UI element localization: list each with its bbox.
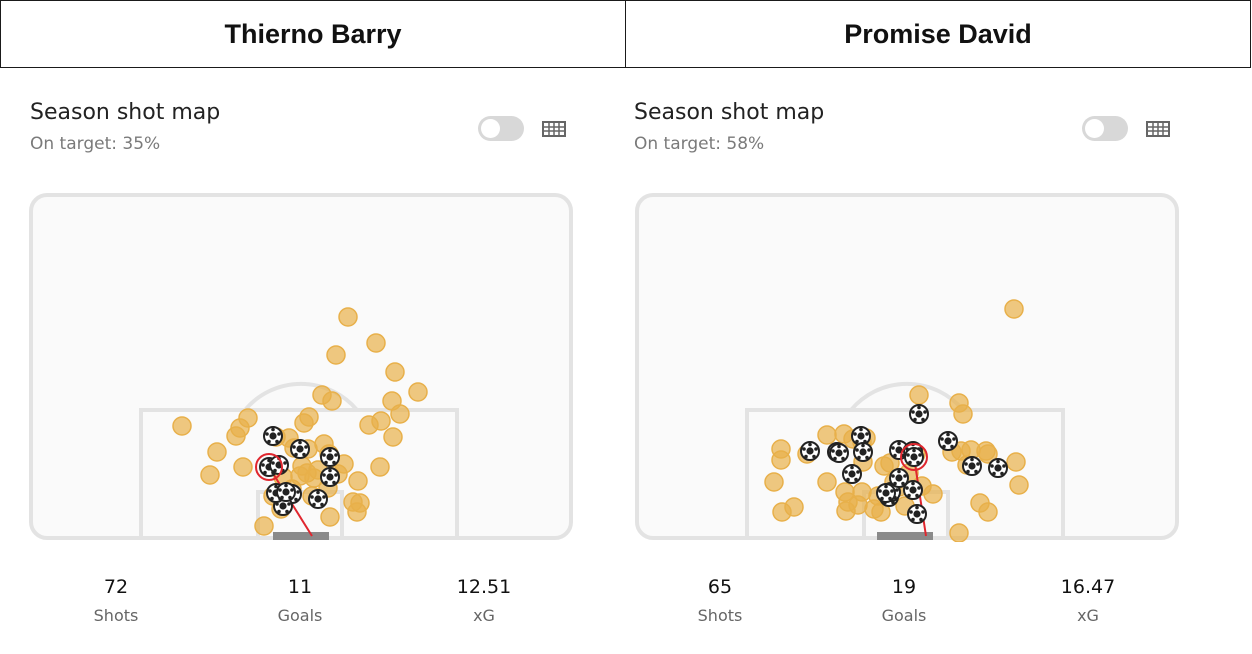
stat-value: 16.47 [1060,576,1116,598]
goal-ball-icon[interactable] [904,447,924,467]
shot-marker[interactable] [1009,475,1029,495]
shot-marker[interactable] [817,425,837,445]
goal-ball-icon[interactable] [290,439,310,459]
shot-marker[interactable] [836,501,856,521]
goal-ball-icon[interactable] [903,480,923,500]
goal-ball-icon[interactable] [889,468,909,488]
shot-marker[interactable] [909,385,929,405]
shot-marker[interactable] [978,502,998,522]
goal-ball-icon[interactable] [962,456,982,476]
selected-shot-ring [255,453,283,481]
shot-marker[interactable] [320,507,340,527]
view-toggle[interactable] [478,116,524,141]
goal-ball-icon[interactable] [876,483,896,503]
shot-marker[interactable] [226,426,246,446]
stats-row: 65 Shots 19 Goals 16.47 xG [604,576,1230,646]
panel-title: Season shot map [634,100,825,125]
shot-marker[interactable] [784,497,804,517]
stat-xg: 16.47 xG [1028,576,1148,625]
shot-marker[interactable] [348,471,368,491]
goal-ball-icon[interactable] [320,447,340,467]
player-name-left: Thierno Barry [224,18,402,49]
shot-marker[interactable] [366,333,386,353]
selected-shot-ring [900,443,928,471]
stat-label: xG [1077,606,1099,625]
shot-marker[interactable] [233,457,253,477]
shot-marker[interactable] [294,413,314,433]
stat-goals: 11 Goals [240,576,360,625]
stat-label: Goals [277,606,323,625]
goal-ball-icon[interactable] [938,431,958,451]
stat-label: Shots [697,606,743,625]
stat-xg: 12.51 xG [424,576,544,625]
stat-value: 11 [287,576,313,598]
player-name-right: Promise David [625,1,1250,67]
on-target-label: On target: 58% [634,134,765,154]
stat-label: xG [473,606,495,625]
shot-marker[interactable] [1006,452,1026,472]
stat-value: 72 [103,576,129,598]
stat-shots: 65 Shots [660,576,780,625]
shot-marker[interactable] [172,416,192,436]
on-target-label: On target: 35% [30,134,161,154]
toggle-knob [481,119,500,138]
view-toggle[interactable] [1082,116,1128,141]
shot-marker[interactable] [852,482,872,502]
goal-ball-icon[interactable] [988,458,1008,478]
stats-row: 72 Shots 11 Goals 12.51 xG [0,576,626,646]
shot-marker[interactable] [322,391,342,411]
stat-value: 12.51 [456,576,512,598]
shot-map-panel-right: Season shot map On target: 58% 65 Shots 1… [604,68,1230,654]
shot-marker[interactable] [254,516,274,536]
goal-ball-icon[interactable] [320,467,340,487]
goal-ball-icon[interactable] [909,404,929,424]
stat-label: Goals [881,606,927,625]
shot-marker[interactable] [771,450,791,470]
goal-net-icon[interactable] [1144,118,1172,138]
shot-marker[interactable] [817,472,837,492]
goal-ball-icon[interactable] [829,443,849,463]
toggle-knob [1085,119,1104,138]
shot-marker[interactable] [338,307,358,327]
shot-marker[interactable] [408,382,428,402]
shot-marker[interactable] [326,345,346,365]
goal-ball-icon[interactable] [853,442,873,462]
shot-marker[interactable] [1004,299,1024,319]
stat-value: 19 [891,576,917,598]
goal-ball-icon[interactable] [308,489,328,509]
shot-marker[interactable] [764,472,784,492]
shot-marker[interactable] [390,404,410,424]
shot-marker[interactable] [347,502,367,522]
stat-shots: 72 Shots [56,576,176,625]
goal-ball-icon[interactable] [276,482,296,502]
comparison-header: Thierno Barry Promise David [0,0,1251,68]
shot-marker[interactable] [385,362,405,382]
goal-ball-icon[interactable] [269,455,289,475]
stat-value: 65 [707,576,733,598]
shot-map-panel-left: Season shot map On target: 35% 72 Shots 1… [0,68,626,654]
goal-ball-icon[interactable] [800,441,820,461]
panel-title: Season shot map [30,100,221,125]
goal-ball-icon[interactable] [907,504,927,524]
shot-marker[interactable] [953,404,973,424]
goal-net-icon[interactable] [540,118,568,138]
shot-marker[interactable] [383,427,403,447]
shot-marker[interactable] [949,523,969,542]
shot-map-pitch [29,193,573,540]
shot-marker[interactable] [370,457,390,477]
shot-marker[interactable] [200,465,220,485]
stat-goals: 19 Goals [844,576,964,625]
shot-marker[interactable] [371,411,391,431]
shot-marker[interactable] [238,408,258,428]
shot-marker[interactable] [207,442,227,462]
goal-ball-icon[interactable] [263,426,283,446]
shot-marker[interactable] [978,444,998,464]
goal-ball-icon[interactable] [842,464,862,484]
stat-label: Shots [93,606,139,625]
shot-map-pitch [635,193,1179,542]
